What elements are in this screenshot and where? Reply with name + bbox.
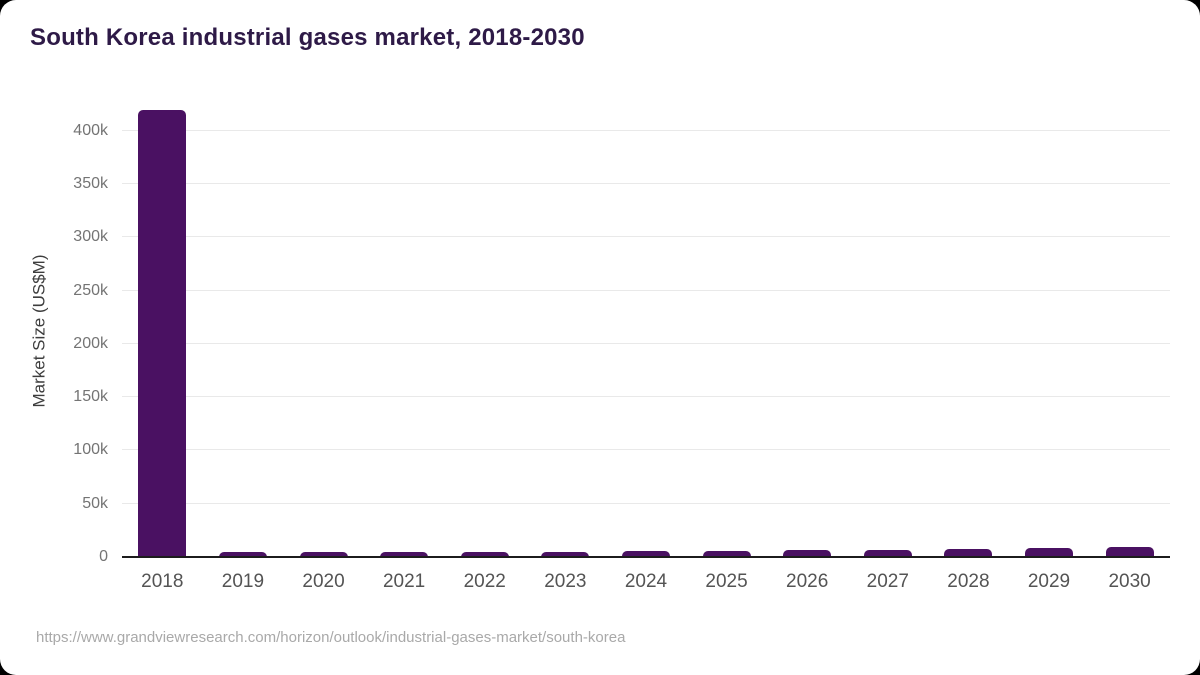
bar-band-2026 bbox=[767, 104, 848, 557]
x-tick-label-2022: 2022 bbox=[463, 571, 506, 592]
source-url: https://www.grandviewresearch.com/horizo… bbox=[36, 629, 626, 646]
bar-band-2023 bbox=[525, 104, 606, 557]
gridline-350k bbox=[122, 182, 1170, 184]
bar-2030[interactable] bbox=[1105, 547, 1154, 557]
gridline-200k bbox=[122, 342, 1170, 344]
y-tick-label-0: 0 bbox=[99, 548, 108, 565]
bar-series bbox=[122, 104, 1170, 557]
bar-2018[interactable] bbox=[138, 110, 187, 557]
x-tick-label-2023: 2023 bbox=[544, 571, 587, 592]
bar-2024[interactable] bbox=[621, 551, 670, 557]
x-axis-line bbox=[122, 556, 1170, 558]
bar-2029[interactable] bbox=[1025, 548, 1073, 557]
gridline-250k bbox=[122, 289, 1170, 291]
bar-band-2019 bbox=[203, 104, 284, 557]
bar-2019[interactable] bbox=[218, 552, 267, 557]
x-tick-label-2021: 2021 bbox=[382, 571, 426, 592]
y-tick-label-400k: 400k bbox=[73, 121, 108, 139]
bar-band-2022 bbox=[444, 104, 525, 557]
gridline-300k bbox=[122, 236, 1170, 238]
x-tick-label-2024: 2024 bbox=[624, 571, 668, 592]
y-tick-label-350k: 350k bbox=[73, 174, 108, 192]
bar-2023[interactable] bbox=[541, 551, 590, 557]
bar-2027[interactable] bbox=[863, 550, 912, 557]
bar-band-2024 bbox=[606, 104, 687, 557]
y-tick-label-50k: 50k bbox=[82, 494, 108, 512]
bar-band-2018 bbox=[122, 104, 203, 557]
x-tick-label-2019: 2019 bbox=[221, 571, 265, 592]
x-tick-label-2027: 2027 bbox=[866, 571, 909, 592]
y-tick-label-250k: 250k bbox=[73, 281, 108, 299]
x-tick-label-2029: 2029 bbox=[1027, 571, 1071, 592]
x-axis-tick-labels: 2018 2019 2020 2021 2022 2023 2024 2025 2026 2027… bbox=[122, 571, 1170, 593]
bar-band-2030 bbox=[1089, 104, 1170, 557]
bar-band-2025 bbox=[686, 104, 767, 557]
gridline-150k bbox=[122, 396, 1170, 398]
x-tick-label-2020: 2020 bbox=[302, 571, 345, 592]
y-tick-label-100k: 100k bbox=[73, 441, 108, 459]
x-tick-label-2018: 2018 bbox=[141, 571, 184, 592]
gridline-50k bbox=[122, 502, 1170, 504]
x-tick-label-2030: 2030 bbox=[1108, 571, 1151, 592]
bar-2025[interactable] bbox=[702, 550, 751, 557]
y-axis-title: Market Size (US$M) bbox=[28, 104, 52, 557]
bar-2020[interactable] bbox=[299, 552, 348, 557]
bar-band-2020 bbox=[283, 104, 364, 557]
bar-2026[interactable] bbox=[783, 550, 832, 557]
y-tick-label-200k: 200k bbox=[73, 334, 108, 352]
gridline-400k bbox=[122, 129, 1170, 131]
bar-band-2029 bbox=[1009, 104, 1090, 557]
bar-band-2028 bbox=[928, 104, 1009, 557]
y-tick-label-150k: 150k bbox=[73, 388, 108, 406]
x-tick-label-2028: 2028 bbox=[947, 571, 990, 592]
bar-band-2027 bbox=[847, 104, 928, 557]
chart-title: South Korea industrial gases market, 201… bbox=[30, 24, 585, 51]
y-axis-title-text: Market Size (US$M) bbox=[30, 253, 49, 408]
x-tick-label-2025: 2025 bbox=[705, 571, 748, 592]
bar-2028[interactable] bbox=[944, 549, 993, 557]
x-tick-label-2026: 2026 bbox=[786, 571, 829, 592]
bar-2022[interactable] bbox=[460, 552, 509, 557]
bar-band-2021 bbox=[364, 104, 445, 557]
bar-2021[interactable] bbox=[380, 552, 429, 557]
y-tick-label-300k: 300k bbox=[73, 228, 108, 246]
plot-area: 0 50k 100k 150k 200k 250k 300k 350k 400k bbox=[73, 104, 1170, 565]
gridline-100k bbox=[122, 449, 1170, 451]
